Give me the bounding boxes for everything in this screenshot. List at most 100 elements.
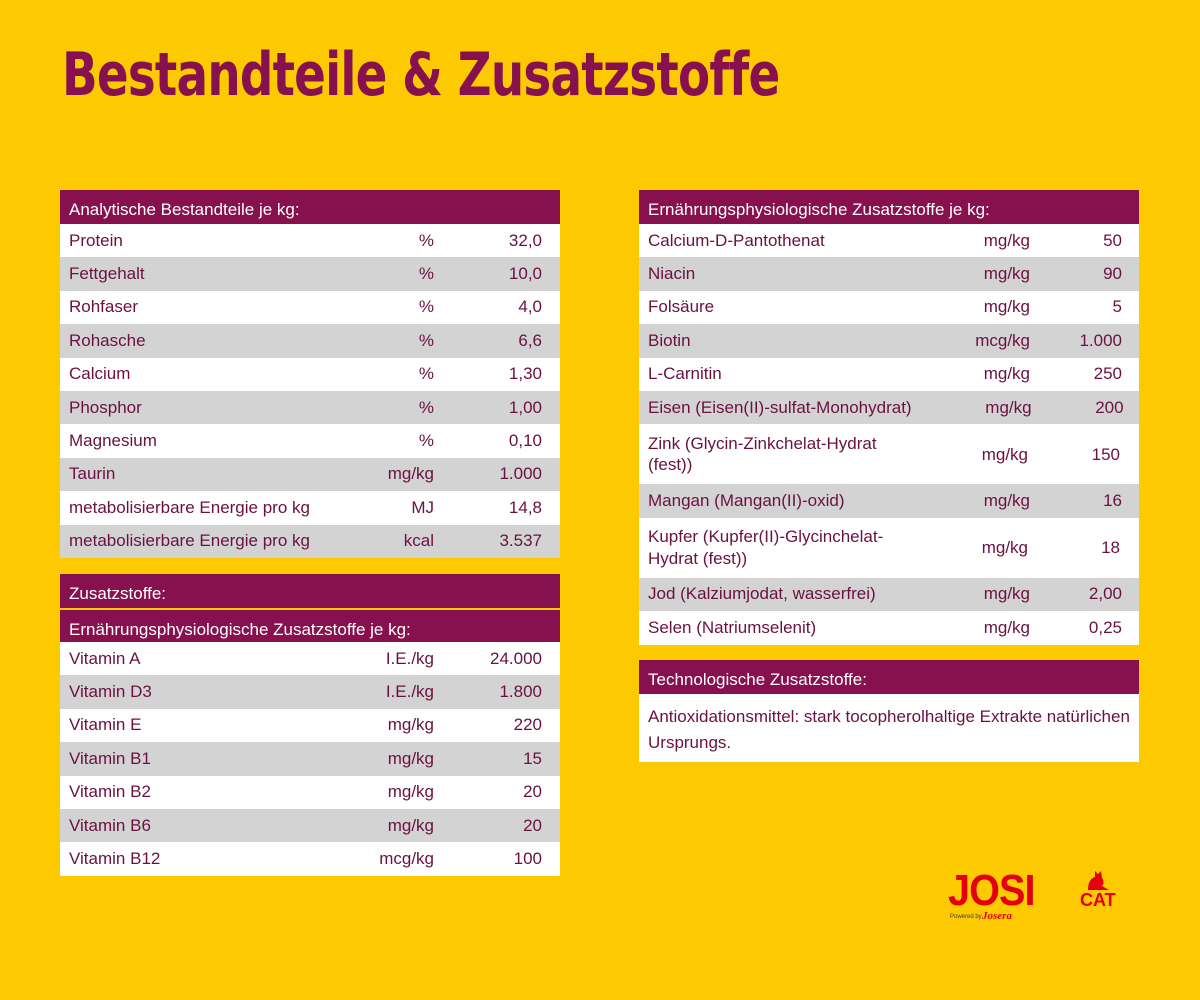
row-unit: MJ: [411, 497, 434, 517]
row-unit: mg/kg: [981, 444, 1028, 464]
row-name: Kupfer (Kupfer(II)-Glycinchelat-Hydrat (…: [648, 527, 884, 568]
row-value: 200: [1095, 397, 1124, 417]
analytic-table: Analytische Bestandteile je kg: Protein%…: [60, 190, 560, 558]
row-name: Zink (Glycin-Zinkchelat-Hydrat (fest)): [648, 434, 877, 475]
row-name: Calcium-D-Pantothenat: [648, 230, 825, 250]
row-value: 5: [1112, 297, 1122, 317]
row-unit: mg/kg: [387, 815, 434, 835]
row-value: 50: [1103, 230, 1122, 250]
row-value: 24.000: [490, 648, 542, 668]
row-unit: I.E./kg: [385, 682, 434, 702]
row-value: 0,25: [1088, 617, 1122, 637]
row-value: 20: [523, 782, 542, 802]
table-row: Zink (Glycin-Zinkchelat-Hydrat (fest)) mg…: [639, 424, 1139, 484]
table-row: metabolisierbare Energie pro kg MJ 14,8: [60, 491, 560, 524]
additives-header: Zusatzstoffe:: [60, 574, 560, 608]
table-row: Rohfaser% 4,0: [60, 291, 560, 324]
row-name: Calcium: [69, 364, 131, 384]
row-value: 10,0: [508, 264, 542, 284]
row-name: Biotin: [648, 330, 691, 350]
row-unit: %: [418, 264, 434, 284]
row-name: Jod (Kalziumjodat, wasserfrei): [648, 584, 876, 604]
row-unit: mg/kg: [983, 584, 1030, 604]
row-unit: mg/kg: [387, 782, 434, 802]
row-name: Vitamin E: [69, 715, 142, 735]
logo-maker-text: Josera: [982, 910, 1012, 922]
row-unit: mg/kg: [387, 715, 434, 735]
row-value: 150: [1091, 444, 1120, 464]
logo-brand-text: JOSI: [948, 866, 1036, 915]
table-row: Vitamin D3 I.E./kg 1.800: [60, 675, 560, 709]
row-name: Rohasche: [69, 330, 146, 350]
nutritional-header: Ernährungsphysiologische Zusatzstoffe je…: [639, 190, 1139, 224]
row-name: metabolisierbare Energie pro kg: [69, 497, 310, 517]
table-row: Jod (Kalziumjodat, wasserfrei) mg/kg 2,00: [639, 577, 1139, 612]
row-unit: mg/kg: [983, 364, 1030, 384]
row-name: Magnesium: [69, 431, 157, 451]
row-unit: I.E./kg: [385, 648, 434, 668]
row-value: 1.800: [499, 682, 542, 702]
row-value: 15: [523, 748, 542, 768]
table-row: metabolisierbare Energie pro kg kcal 3.537: [60, 524, 560, 558]
row-value: 220: [513, 715, 542, 735]
row-unit: %: [418, 364, 434, 384]
row-unit: %: [418, 431, 434, 451]
technological-header: Technologische Zusatzstoffe:: [639, 660, 1139, 694]
row-value: 90: [1103, 264, 1122, 284]
row-value: 100: [513, 849, 542, 869]
row-value: 0,10: [508, 431, 542, 451]
additives-subheader: Ernährungsphysiologische Zusatzstoffe je…: [60, 608, 560, 642]
cat-icon: [1088, 871, 1110, 890]
row-unit: %: [418, 297, 434, 317]
table-row: Vitamin B6 mg/kg 20: [60, 808, 560, 843]
table-row: Folsäure mg/kg 5: [639, 291, 1139, 324]
row-unit: %: [418, 397, 434, 417]
row-name: Vitamin B6: [69, 815, 151, 835]
table-row: Vitamin B12 mcg/kg 100: [60, 842, 560, 875]
page-title: Bestandteile & Zusatzstoffe: [62, 40, 780, 110]
row-unit: mcg/kg: [379, 849, 434, 869]
row-name: Protein: [69, 230, 123, 250]
row-value: 2,00: [1088, 584, 1122, 604]
row-unit: mg/kg: [985, 397, 1032, 417]
row-name: Vitamin A: [69, 648, 141, 668]
row-value: 16: [1103, 491, 1122, 511]
technological-table: Technologische Zusatzstoffe: Antioxidati…: [639, 660, 1139, 762]
row-value: 18: [1101, 538, 1120, 558]
row-name: Vitamin D3: [69, 682, 152, 702]
table-row: Niacin mg/kg 90: [639, 257, 1139, 291]
row-unit: mg/kg: [983, 230, 1030, 250]
table-row: Vitamin E mg/kg 220: [60, 709, 560, 742]
row-value: 3.537: [499, 531, 542, 551]
row-unit: mg/kg: [983, 491, 1030, 511]
row-unit: mcg/kg: [975, 330, 1030, 350]
row-unit: mg/kg: [983, 264, 1030, 284]
row-unit: mg/kg: [981, 538, 1028, 558]
row-value: 1.000: [499, 464, 542, 484]
row-name: Mangan (Mangan(II)-oxid): [648, 491, 845, 511]
table-row: Protein% 32,0: [60, 224, 560, 257]
row-unit: mg/kg: [387, 464, 434, 484]
row-name: Selen (Natriumselenit): [648, 617, 817, 637]
row-name: metabolisierbare Energie pro kg: [69, 531, 310, 551]
logo-sub-text: CAT: [1080, 890, 1116, 910]
table-row: Calcium% 1,30: [60, 358, 560, 391]
table-row: L-Carnitin mg/kg 250: [639, 358, 1139, 391]
table-row: Selen (Natriumselenit) mg/kg 0,25: [639, 611, 1139, 644]
row-value: 250: [1093, 364, 1122, 384]
table-row: Phosphor% 1,00: [60, 390, 560, 425]
row-value: 6,6: [518, 330, 542, 350]
additives-table: Zusatzstoffe: Ernährungsphysiologische Z…: [60, 574, 560, 876]
table-row: Vitamin B1 mg/kg 15: [60, 742, 560, 776]
table-row: Mangan (Mangan(II)-oxid) mg/kg 16: [639, 484, 1139, 518]
row-name: Niacin: [648, 264, 696, 284]
row-value: 1.000: [1079, 330, 1122, 350]
table-row: Magnesium% 0,10: [60, 424, 560, 457]
row-name: Folsäure: [648, 297, 715, 317]
row-value: 1,00: [508, 397, 542, 417]
logo-powered-text: Powered by: [950, 914, 982, 920]
row-name: Rohfaser: [69, 297, 138, 317]
table-row: Calcium-D-Pantothenat mg/kg 50: [639, 224, 1139, 257]
analytic-header: Analytische Bestandteile je kg:: [60, 190, 560, 224]
row-name: Phosphor: [69, 397, 142, 417]
